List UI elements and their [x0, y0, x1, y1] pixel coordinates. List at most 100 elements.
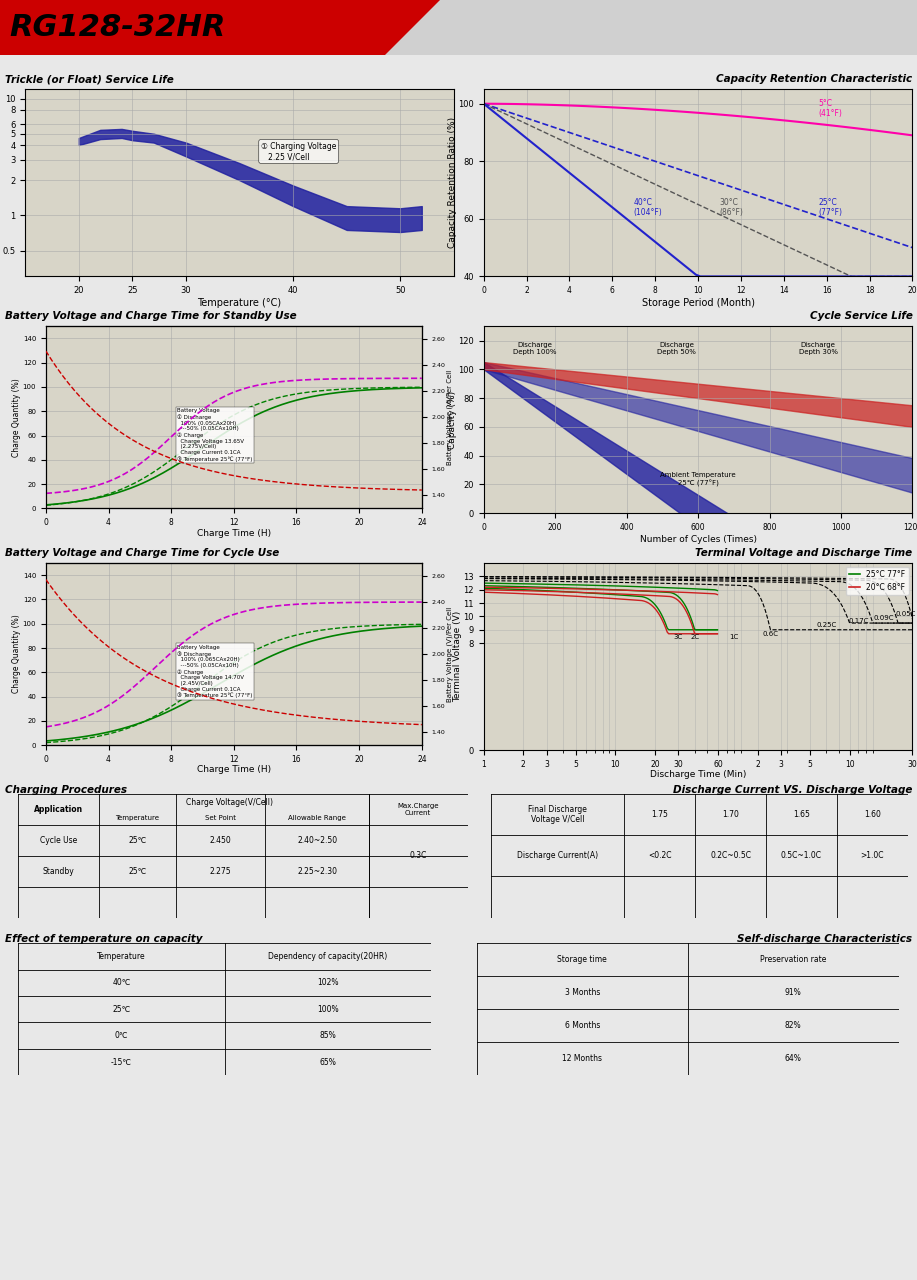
25°C
(77°F) — [479, 96, 490, 111]
Y-axis label: Capacity Retention Ratio (%): Capacity Retention Ratio (%) — [447, 118, 457, 248]
Text: Discharge Current VS. Discharge Voltage: Discharge Current VS. Discharge Voltage — [673, 785, 912, 795]
Text: Capacity Retention Characteristic: Capacity Retention Characteristic — [716, 74, 912, 84]
Discharge Ratio — [397, 380, 408, 396]
Text: 25℃: 25℃ — [128, 836, 147, 845]
Text: Battery Voltage and Charge Time for Standby Use: Battery Voltage and Charge Time for Stan… — [5, 311, 296, 321]
Text: Battery Voltage and Charge Time for Cycle Use: Battery Voltage and Charge Time for Cycl… — [5, 548, 279, 558]
5°C
(41°F) — [578, 99, 589, 114]
Text: Battery Voltage
① Discharge
  100% (0.05CAx20H)
  ---50% (0.05CAx10H)
② Charge
 : Battery Voltage ① Discharge 100% (0.05CA… — [177, 408, 253, 462]
Text: 2.25~2.30: 2.25~2.30 — [297, 867, 337, 876]
Text: 0.2C~0.5C: 0.2C~0.5C — [710, 851, 751, 860]
Text: 2C: 2C — [691, 634, 700, 640]
Text: 5°C
(41°F): 5°C (41°F) — [818, 99, 842, 118]
25°C
(77°F) — [578, 129, 589, 145]
Discharge Ratio — [384, 380, 395, 396]
Text: 102%: 102% — [317, 978, 338, 987]
5°C
(41°F) — [734, 109, 745, 124]
Text: 91%: 91% — [785, 988, 801, 997]
Text: 25°C
(77°F): 25°C (77°F) — [818, 198, 842, 218]
Text: Cycle Service Life: Cycle Service Life — [810, 311, 912, 321]
Text: Max.Charge
Current: Max.Charge Current — [397, 803, 439, 815]
Text: Charge Voltage(V/Cell): Charge Voltage(V/Cell) — [186, 799, 273, 808]
25°C
(77°F) — [885, 233, 896, 248]
Text: Allowable Range: Allowable Range — [288, 815, 346, 822]
Text: <0.2C: <0.2C — [647, 851, 671, 860]
Polygon shape — [0, 0, 440, 55]
Text: 0.05C: 0.05C — [896, 612, 916, 617]
Text: Preservation rate: Preservation rate — [760, 955, 826, 964]
25°C
(77°F) — [907, 239, 917, 255]
25°C
(77°F) — [734, 182, 745, 197]
Text: Trickle (or Float) Service Life: Trickle (or Float) Service Life — [5, 74, 173, 84]
5°C
(41°F) — [699, 106, 710, 122]
Text: Self-discharge Characteristics: Self-discharge Characteristics — [737, 934, 912, 945]
40°C
(104°F) — [889, 269, 900, 284]
Discharge Ratio — [40, 498, 51, 513]
25°C
(77°F) — [699, 170, 710, 186]
Line: 40°C
(104°F): 40°C (104°F) — [484, 104, 912, 276]
X-axis label: Charge Time (H): Charge Time (H) — [197, 765, 271, 774]
Text: Cycle Use: Cycle Use — [40, 836, 77, 845]
Text: 0.6C: 0.6C — [762, 631, 779, 637]
40°C
(104°F) — [578, 177, 589, 192]
Line: Charge Qty: Charge Qty — [46, 388, 422, 504]
Text: 0.5C~1.0C: 0.5C~1.0C — [781, 851, 822, 860]
Text: Dependency of capacity(20HR): Dependency of capacity(20HR) — [268, 952, 388, 961]
Text: 100%: 100% — [317, 1005, 338, 1014]
30°C
(86°F) — [479, 96, 490, 111]
Text: 82%: 82% — [785, 1021, 801, 1030]
Text: 25℃: 25℃ — [113, 1005, 130, 1014]
Y-axis label: Battery Voltage (V)/Per Cell: Battery Voltage (V)/Per Cell — [447, 370, 453, 465]
40°C
(104°F) — [703, 269, 714, 284]
Y-axis label: Charge Quantity (%): Charge Quantity (%) — [12, 614, 21, 694]
Text: Discharge
Depth 30%: Discharge Depth 30% — [799, 342, 837, 356]
Text: 0℃: 0℃ — [115, 1032, 128, 1041]
30°C
(86°F) — [560, 134, 571, 150]
Text: >1.0C: >1.0C — [861, 851, 884, 860]
30°C
(86°F) — [734, 216, 745, 232]
Text: 3C: 3C — [674, 634, 683, 640]
Text: 12 Months: 12 Months — [562, 1055, 602, 1064]
5°C
(41°F) — [907, 128, 917, 143]
Text: 0.17C: 0.17C — [848, 618, 868, 625]
Text: 2.275: 2.275 — [210, 867, 231, 876]
Text: 2.40~2.50: 2.40~2.50 — [297, 836, 337, 845]
Text: Charging Procedures: Charging Procedures — [5, 785, 127, 795]
Polygon shape — [385, 0, 917, 55]
5°C
(41°F) — [479, 96, 490, 111]
X-axis label: Number of Cycles (Times): Number of Cycles (Times) — [639, 535, 757, 544]
Text: 85%: 85% — [319, 1032, 337, 1041]
30°C
(86°F) — [846, 269, 857, 284]
Y-axis label: Charge Quantity (%): Charge Quantity (%) — [12, 378, 21, 457]
Text: Battery Voltage
③ Discharge
  100% (0.065CAx20H)
  ---50% (0.05CAx10H)
② Charge
: Battery Voltage ③ Discharge 100% (0.065C… — [177, 645, 253, 699]
Text: 1.60: 1.60 — [864, 810, 881, 819]
Text: Application: Application — [34, 805, 83, 814]
Charge Qty — [416, 380, 427, 396]
Text: Terminal Voltage and Discharge Time: Terminal Voltage and Discharge Time — [695, 548, 912, 558]
Text: Effect of temperature on capacity: Effect of temperature on capacity — [5, 934, 202, 945]
Charge Qty — [397, 380, 408, 396]
Charge Qty — [63, 495, 74, 511]
Text: 0.25C: 0.25C — [816, 622, 836, 628]
Text: 0.3C: 0.3C — [410, 851, 427, 860]
Text: 1.65: 1.65 — [793, 810, 810, 819]
Legend: 25°C 77°F, 20°C 68°F: 25°C 77°F, 20°C 68°F — [845, 567, 909, 595]
Text: Discharge
Depth 50%: Discharge Depth 50% — [657, 342, 696, 356]
Discharge Ratio — [55, 497, 66, 512]
Text: 64%: 64% — [785, 1055, 801, 1064]
30°C
(86°F) — [578, 143, 589, 159]
Text: 3 Months: 3 Months — [565, 988, 600, 997]
5°C
(41°F) — [560, 97, 571, 113]
Line: 5°C
(41°F): 5°C (41°F) — [484, 104, 912, 136]
Line: 25°C
(77°F): 25°C (77°F) — [484, 104, 912, 247]
Discharge Ratio — [63, 495, 74, 511]
Text: 1C: 1C — [730, 634, 739, 640]
Y-axis label: Capacity (%): Capacity (%) — [447, 390, 457, 449]
5°C
(41°F) — [872, 123, 883, 138]
Text: Temperature: Temperature — [116, 815, 160, 822]
30°C
(86°F) — [699, 200, 710, 215]
Y-axis label: Battery Voltage (V)/Per Cell: Battery Voltage (V)/Per Cell — [447, 607, 453, 701]
Text: Storage time: Storage time — [558, 955, 607, 964]
Text: 1.70: 1.70 — [722, 810, 739, 819]
Line: 30°C
(86°F): 30°C (86°F) — [484, 104, 912, 276]
